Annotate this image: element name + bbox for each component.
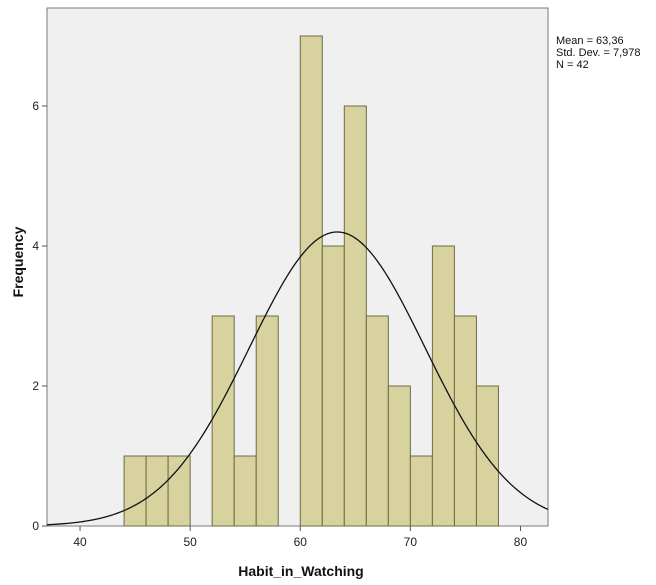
x-axis-title: Habit_in_Watching <box>238 563 364 579</box>
histogram-bar <box>365 315 389 527</box>
histogram-bar <box>475 385 499 527</box>
axes-layer: 40 50 60 70 80 0 2 4 6 <box>32 99 527 549</box>
histogram-bar <box>387 385 411 527</box>
histogram-bar <box>299 35 323 527</box>
x-tick-label: 50 <box>183 535 197 549</box>
histogram-bar <box>255 315 279 527</box>
histogram-bar <box>167 455 191 527</box>
x-tick-label: 70 <box>404 535 418 549</box>
y-tick-label: 2 <box>32 379 39 393</box>
x-tick-label: 40 <box>73 535 87 549</box>
bars-layer <box>123 35 499 527</box>
x-tick-label: 80 <box>514 535 528 549</box>
histogram-bar <box>145 455 169 527</box>
stat-line: Std. Dev. = 7,978 <box>556 47 641 59</box>
y-tick-label: 4 <box>32 239 39 253</box>
stat-line: Mean = 63,36 <box>556 35 624 47</box>
histogram-bar <box>321 245 345 527</box>
histogram-bar <box>233 455 257 527</box>
histogram-bar <box>123 455 147 527</box>
y-axis-title: Frequency <box>10 226 26 297</box>
y-tick-label: 0 <box>32 519 39 533</box>
histogram-bar <box>211 315 235 527</box>
y-tick-label: 6 <box>32 99 39 113</box>
stat-line: N = 42 <box>556 59 589 71</box>
histogram-bar <box>409 455 433 527</box>
x-tick-label: 60 <box>294 535 308 549</box>
normal-curve <box>46 231 549 526</box>
histogram-bar <box>431 245 455 527</box>
histogram-bar <box>343 105 367 527</box>
histogram-bar <box>453 315 477 527</box>
